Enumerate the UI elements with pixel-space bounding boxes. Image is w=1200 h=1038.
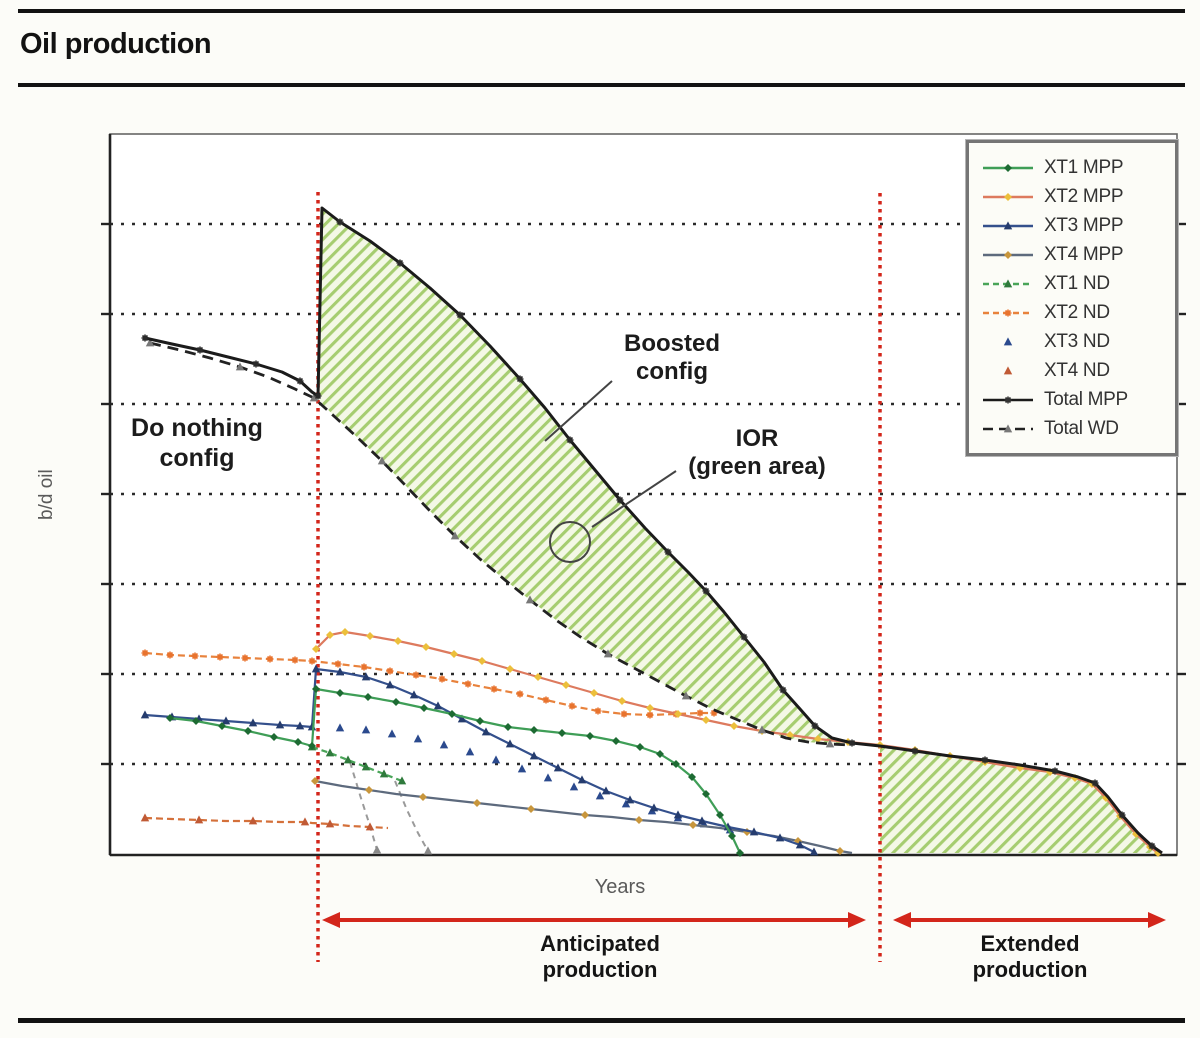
legend-item-label: XT4 ND (1044, 359, 1110, 381)
legend-item-label: XT2 MPP (1044, 185, 1124, 207)
legend-item-label: XT2 ND (1044, 301, 1110, 323)
title-underline-rule (18, 83, 1185, 87)
legend-items: XT1 MPP XT2 MPP XT3 MPP XT4 MPP XT1 ND XT2 ND… (981, 153, 1169, 443)
legend-item-label: XT3 MPP (1044, 214, 1124, 236)
annotation-ior-green-area: IOR (green area) (688, 425, 826, 481)
legend-item-label: XT4 MPP (1044, 243, 1124, 265)
legend-sample-diamond-icon (983, 192, 1033, 201)
legend-item: Total WD (981, 414, 1169, 443)
annotation-boosted-config: Boosted config (624, 330, 720, 386)
y-axis-label: b/d oil (36, 469, 57, 521)
figure-title: Oil production (20, 28, 212, 60)
bottom-rule (18, 1018, 1185, 1023)
legend-item-label: XT1 ND (1044, 272, 1110, 294)
legend-sample-diamond-icon (983, 250, 1033, 259)
top-rule (18, 9, 1185, 13)
legend: XT1 MPP XT2 MPP XT3 MPP XT4 MPP XT1 ND XT2 ND… (965, 139, 1179, 457)
legend-sample-star-icon (983, 309, 1033, 316)
legend-item: XT2 ND (981, 298, 1169, 327)
legend-item: Total MPP (981, 385, 1169, 414)
annotation-do-nothing-config: Do nothing config (131, 414, 263, 472)
legend-item: XT1 MPP (981, 153, 1169, 182)
extended-production-label: Extended production (972, 931, 1088, 983)
legend-sample-triangle-icon (983, 220, 1033, 229)
legend-sample-diamond-icon (983, 163, 1033, 172)
x-axis-label: Years (594, 876, 646, 898)
legend-item-label: XT3 ND (1044, 330, 1110, 352)
legend-item-label: XT1 MPP (1044, 156, 1124, 178)
anticipated-production-label: Anticipated production (540, 931, 660, 983)
legend-item: XT3 ND (981, 327, 1169, 356)
legend-item: XT4 ND (981, 356, 1169, 385)
legend-sample-triangle-icon (1003, 336, 1013, 345)
legend-item: XT1 ND (981, 269, 1169, 298)
legend-item-label: Total MPP (1044, 388, 1128, 410)
legend-sample-star-icon (983, 396, 1033, 403)
legend-sample-triangle-icon (983, 423, 1033, 432)
legend-item: XT4 MPP (981, 240, 1169, 269)
legend-item: XT3 MPP (981, 211, 1169, 240)
legend-sample-triangle-icon (1003, 365, 1013, 374)
legend-sample-triangle-icon (983, 278, 1033, 287)
legend-item: XT2 MPP (981, 182, 1169, 211)
legend-item-label: Total WD (1044, 417, 1119, 439)
